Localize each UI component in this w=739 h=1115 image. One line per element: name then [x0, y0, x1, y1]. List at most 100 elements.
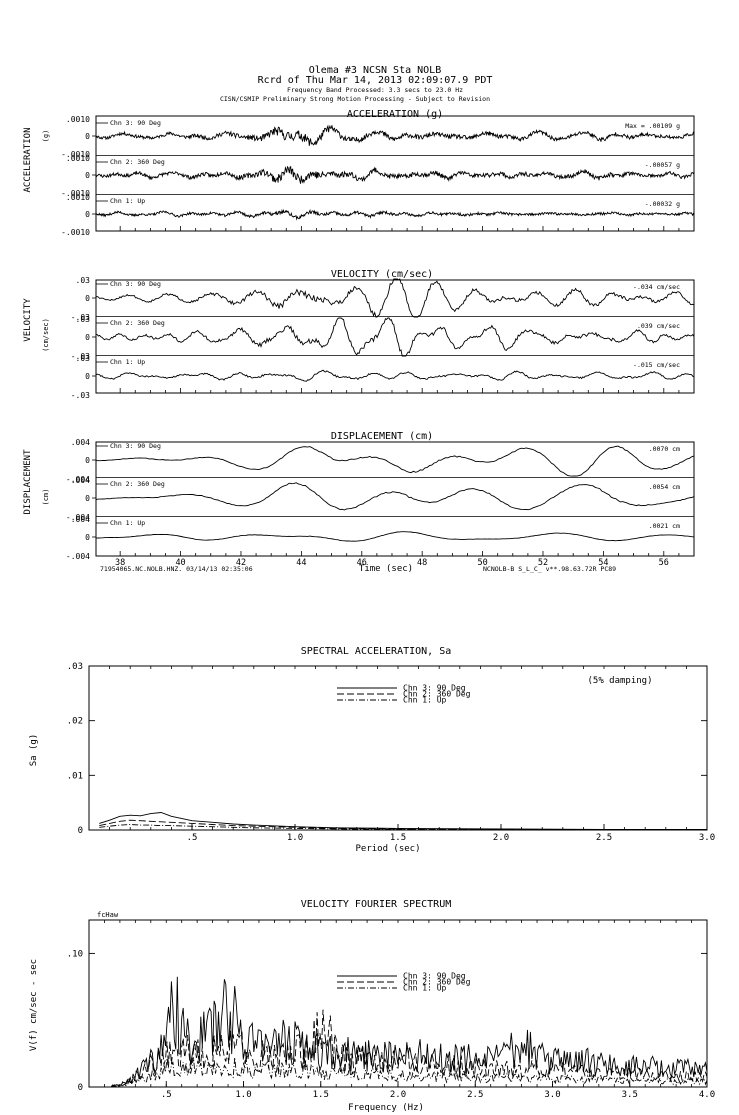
x-tick-label: .5: [187, 833, 198, 843]
fs-ylabel: V(f) cm/sec - sec: [29, 959, 39, 1051]
channel-label: Chn 1: Up: [110, 358, 145, 366]
series-trace: [95, 531, 695, 542]
x-tick-label: 1.0: [287, 833, 303, 843]
y-tick-label: 0: [85, 333, 90, 342]
time-tick-label: 56: [659, 558, 669, 568]
y-tick-label: .004: [71, 476, 90, 485]
y-tick-label: 0: [85, 372, 90, 381]
x-tick-label: 3.5: [622, 1090, 638, 1100]
time-tick-label: 54: [598, 558, 608, 568]
spectrum-frame-3: [88, 665, 708, 831]
sa-panel-title: SPECTRAL ACCELERATION, Sa: [301, 646, 452, 657]
y-tick-label: 0: [85, 132, 90, 141]
channel-label: Chn 1: Up: [110, 519, 145, 527]
y-tick-label: -.0010: [61, 189, 90, 198]
sa-xlabel: Period (sec): [355, 844, 420, 854]
displacement-side-label: DISPLACEMENT: [23, 449, 33, 515]
x-tick-label: 1.5: [390, 833, 406, 843]
time-axis-label: Time (sec): [359, 564, 413, 574]
y-tick-label: 0: [85, 171, 90, 180]
x-tick-label: 1.0: [235, 1090, 251, 1100]
y-tick-label: -.03: [71, 391, 90, 400]
acceleration-side-label: ACCELERATION: [23, 127, 33, 192]
time-history-frame-1: [95, 279, 695, 394]
y-tick-label: -.004: [66, 513, 90, 522]
y-tick-label: -.0010: [61, 228, 90, 237]
series-trace: [95, 369, 695, 382]
x-tick-label: 2.0: [493, 833, 509, 843]
y-tick-label: .01: [67, 771, 83, 781]
y-tick-label: -.03: [71, 313, 90, 322]
spectrum-series-line: [89, 976, 708, 1088]
channel-label: Chn 3: 90 Deg: [110, 119, 161, 127]
time-tick-label: 50: [477, 558, 487, 568]
legend-label: Chn 1: Up: [403, 696, 447, 705]
time-tick-label: 42: [236, 558, 246, 568]
x-tick-label: 3.0: [699, 833, 715, 843]
y-tick-label: 0: [85, 294, 90, 303]
channel-label: Chn 2: 360 Deg: [110, 158, 165, 166]
y-tick-label: 0: [78, 1083, 83, 1093]
y-tick-label: .10: [67, 949, 83, 959]
time-tick-label: 46: [357, 558, 367, 568]
spectrum-series-line: [89, 1057, 708, 1088]
x-tick-label: 4.0: [699, 1090, 715, 1100]
spectrum-series-line: [99, 812, 707, 830]
series-trace: [95, 278, 695, 318]
peak-label: .039 cm/sec: [637, 322, 680, 330]
peak-label: -.034 cm/sec: [633, 283, 680, 291]
y-tick-label: -.004: [66, 552, 90, 561]
acceleration-unit-label: (g): [42, 130, 50, 143]
y-tick-label: 0: [78, 826, 83, 836]
series-trace: [95, 445, 695, 477]
y-tick-label: 0: [85, 456, 90, 465]
x-tick-label: 3.0: [544, 1090, 560, 1100]
channel-label: Chn 2: 360 Deg: [110, 480, 165, 488]
peak-label: .0021 cm: [649, 522, 680, 530]
channel-label: Chn 3: 90 Deg: [110, 442, 161, 450]
legend-label: Chn 2: 360 Deg: [403, 690, 471, 699]
y-tick-label: .02: [67, 717, 83, 727]
x-tick-label: 2.0: [390, 1090, 406, 1100]
series-trace: [95, 165, 695, 184]
time-tick-label: 38: [115, 558, 125, 568]
spectrum-series-line: [99, 824, 708, 831]
time-tick-label: 48: [417, 558, 427, 568]
time-history-frame-0: [95, 115, 695, 232]
record-id-label: 71954065.NC.NOLB.HNZ. 03/14/13 02:35:06: [100, 565, 253, 573]
x-tick-label: 2.5: [596, 833, 612, 843]
y-tick-label: 0: [85, 533, 90, 542]
x-tick-label: 2.5: [467, 1090, 483, 1100]
header-title-line3: Frequency Band Processed: 3.3 secs to 23…: [287, 86, 463, 94]
header-title-line1: Olema #3 NCSN Sta NOLB: [309, 65, 441, 76]
peak-label: -.00057 g: [645, 161, 680, 169]
fs-annotation: fcHaw: [97, 911, 119, 919]
peak-label: Max = .00109 g: [625, 122, 680, 130]
y-tick-label: .03: [76, 354, 91, 363]
y-tick-label: .03: [76, 276, 91, 285]
y-tick-label: .0010: [66, 115, 90, 124]
time-history-frame-2: [95, 441, 695, 557]
y-tick-label: .004: [71, 438, 90, 447]
series-trace: [95, 208, 695, 221]
fs-panel-title: VELOCITY FOURIER SPECTRUM: [301, 899, 452, 910]
x-tick-label: 1.5: [313, 1090, 329, 1100]
header-title-line2: Rcrd of Thu Mar 14, 2013 02:09:07.9 PDT: [258, 75, 493, 86]
station-code-label: NCNOLB-B S_L_C_ v**.98.63.72R PC89: [483, 565, 616, 573]
velocity-side-label: VELOCITY: [23, 298, 33, 342]
acceleration-panel-title: ACCELERATION (g): [347, 109, 443, 120]
y-tick-label: -.004: [66, 475, 90, 484]
y-tick-label: -.0010: [61, 150, 90, 159]
y-tick-label: .0010: [66, 193, 90, 202]
y-tick-label: .03: [76, 315, 91, 324]
legend-label: Chn 3: 90 Deg: [403, 684, 466, 693]
y-tick-label: .03: [67, 662, 83, 672]
displacement-unit-label: (cm): [42, 489, 50, 506]
y-tick-label: .0010: [66, 154, 90, 163]
velocity-panel-title: VELOCITY (cm/sec): [331, 269, 433, 280]
legend-label: Chn 3: 90 Deg: [403, 972, 466, 981]
legend-label: Chn 2: 360 Deg: [403, 978, 471, 987]
fs-xlabel: Frequency (Hz): [348, 1103, 424, 1113]
sa-ylabel: Sa (g): [29, 734, 39, 767]
